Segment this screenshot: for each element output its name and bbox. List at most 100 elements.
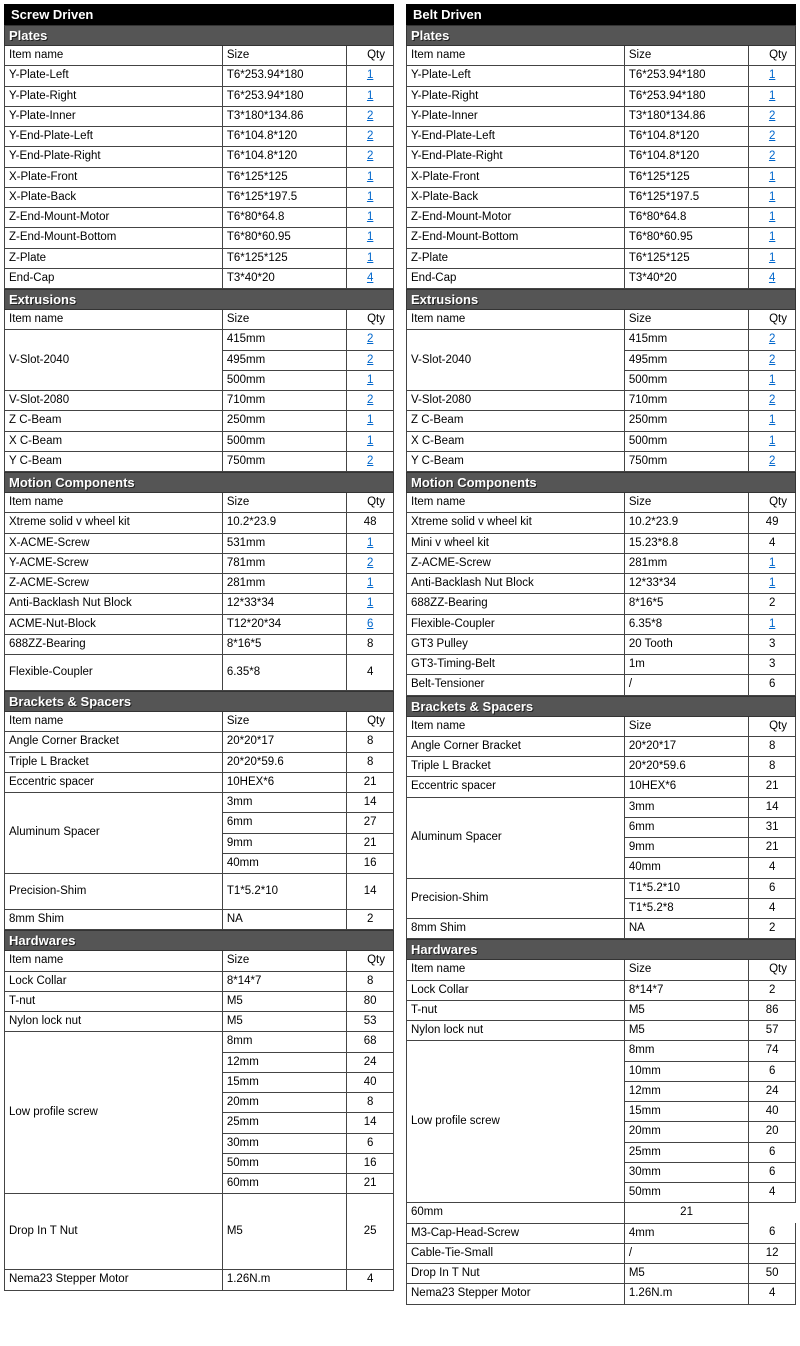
bom-table: Item nameSizeQtyXtreme solid v wheel kit… xyxy=(406,493,796,696)
item-name: Z C-Beam xyxy=(5,411,223,431)
item-qty[interactable]: 1 xyxy=(749,574,796,594)
item-name: Nylon lock nut xyxy=(407,1021,625,1041)
item-qty[interactable]: 1 xyxy=(749,614,796,634)
col-header-item: Item name xyxy=(5,951,223,971)
item-name: GT3 Pulley xyxy=(407,634,625,654)
item-qty[interactable]: 2 xyxy=(749,451,796,471)
item-qty: 8 xyxy=(347,971,394,991)
item-qty[interactable]: 2 xyxy=(347,147,394,167)
item-qty[interactable]: 1 xyxy=(347,370,394,390)
item-qty: 8 xyxy=(347,634,394,654)
item-qty[interactable]: 1 xyxy=(347,208,394,228)
item-qty[interactable]: 2 xyxy=(347,553,394,573)
item-name: Y-Plate-Right xyxy=(407,86,625,106)
col-header-qty: Qty xyxy=(749,310,796,330)
col-header-size: Size xyxy=(624,310,748,330)
item-qty[interactable]: 4 xyxy=(347,268,394,288)
item-qty[interactable]: 1 xyxy=(749,208,796,228)
item-qty[interactable]: 2 xyxy=(347,391,394,411)
item-qty[interactable]: 1 xyxy=(347,86,394,106)
item-size: 50mm xyxy=(624,1183,748,1203)
col-header-item: Item name xyxy=(5,310,223,330)
item-size: 30mm xyxy=(222,1133,346,1153)
item-qty[interactable]: 1 xyxy=(347,66,394,86)
item-qty[interactable]: 1 xyxy=(347,431,394,451)
item-qty[interactable]: 1 xyxy=(749,187,796,207)
item-size: T6*253.94*180 xyxy=(624,66,748,86)
item-qty[interactable]: 2 xyxy=(347,330,394,350)
item-name: Lock Collar xyxy=(407,980,625,1000)
item-name: V-Slot-2080 xyxy=(5,391,223,411)
item-size: 30mm xyxy=(624,1162,748,1182)
item-qty[interactable]: 1 xyxy=(749,431,796,451)
item-qty[interactable]: 2 xyxy=(749,147,796,167)
item-name: Cable-Tie-Small xyxy=(407,1243,625,1263)
table-row: Low profile screw8mm74 xyxy=(407,1041,796,1061)
section-title: Motion Components xyxy=(406,472,796,493)
col-header-size: Size xyxy=(624,493,748,513)
item-qty: 14 xyxy=(347,874,394,910)
item-qty: 3 xyxy=(749,634,796,654)
item-qty[interactable]: 1 xyxy=(347,228,394,248)
item-qty[interactable]: 1 xyxy=(347,594,394,614)
item-qty[interactable]: 2 xyxy=(347,127,394,147)
table-row: ACME-Nut-BlockT12*20*346 xyxy=(5,614,394,634)
table-row: Precision-ShimT1*5.2*1014 xyxy=(5,874,394,910)
table-row: End-CapT3*40*204 xyxy=(5,268,394,288)
item-qty[interactable]: 2 xyxy=(347,350,394,370)
item-size: 4mm xyxy=(624,1223,748,1243)
item-qty[interactable]: 1 xyxy=(347,574,394,594)
item-qty[interactable]: 1 xyxy=(749,167,796,187)
col-header-qty: Qty xyxy=(749,493,796,513)
item-name: Y-End-Plate-Right xyxy=(5,147,223,167)
item-name: X-Plate-Back xyxy=(5,187,223,207)
item-qty[interactable]: 2 xyxy=(749,391,796,411)
item-qty[interactable]: 1 xyxy=(347,187,394,207)
table-row: Y-Plate-LeftT6*253.94*1801 xyxy=(5,66,394,86)
item-qty[interactable]: 2 xyxy=(749,350,796,370)
table-row: Z-ACME-Screw281mm1 xyxy=(5,574,394,594)
item-name: X-Plate-Front xyxy=(407,167,625,187)
section-title: Hardwares xyxy=(406,939,796,960)
item-name: Z-Plate xyxy=(407,248,625,268)
item-qty[interactable]: 1 xyxy=(347,411,394,431)
item-qty[interactable]: 1 xyxy=(749,228,796,248)
col-header-size: Size xyxy=(222,712,346,732)
item-qty[interactable]: 1 xyxy=(749,248,796,268)
item-qty[interactable]: 1 xyxy=(749,553,796,573)
bom-table: Item nameSizeQtyXtreme solid v wheel kit… xyxy=(4,493,394,691)
item-size: 12*33*34 xyxy=(222,594,346,614)
item-qty[interactable]: 6 xyxy=(347,614,394,634)
item-qty[interactable]: 2 xyxy=(749,330,796,350)
item-name: Z-End-Mount-Bottom xyxy=(407,228,625,248)
item-qty[interactable]: 1 xyxy=(749,370,796,390)
item-qty[interactable]: 2 xyxy=(749,127,796,147)
item-qty[interactable]: 1 xyxy=(347,167,394,187)
item-qty[interactable]: 4 xyxy=(749,268,796,288)
item-size: 25mm xyxy=(624,1142,748,1162)
table-row: Triple L Bracket20*20*59.68 xyxy=(407,757,796,777)
item-qty[interactable]: 1 xyxy=(749,66,796,86)
item-qty[interactable]: 1 xyxy=(347,248,394,268)
item-qty: 8 xyxy=(347,752,394,772)
item-size: 6.35*8 xyxy=(222,655,346,691)
item-size: T3*180*134.86 xyxy=(624,106,748,126)
item-qty: 3 xyxy=(749,655,796,675)
table-row: Y C-Beam750mm2 xyxy=(5,451,394,471)
item-size: 750mm xyxy=(624,451,748,471)
item-qty: 8 xyxy=(749,736,796,756)
item-qty[interactable]: 2 xyxy=(749,106,796,126)
item-name: Low profile screw xyxy=(5,1032,223,1194)
item-qty[interactable]: 1 xyxy=(347,533,394,553)
item-name: X-Plate-Front xyxy=(5,167,223,187)
item-qty: 21 xyxy=(749,777,796,797)
item-qty[interactable]: 1 xyxy=(749,86,796,106)
table-row: Drop In T NutM525 xyxy=(5,1194,394,1270)
item-qty[interactable]: 2 xyxy=(347,451,394,471)
item-name: Drop In T Nut xyxy=(407,1264,625,1284)
item-qty[interactable]: 1 xyxy=(749,411,796,431)
item-qty[interactable]: 2 xyxy=(347,106,394,126)
item-qty: 2 xyxy=(749,594,796,614)
item-qty: 86 xyxy=(749,1000,796,1020)
col-header-qty: Qty xyxy=(347,310,394,330)
